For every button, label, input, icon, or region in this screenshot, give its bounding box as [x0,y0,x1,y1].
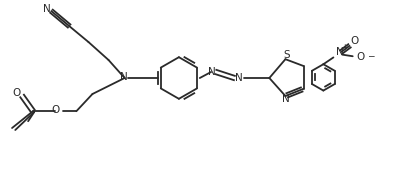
Text: N: N [335,47,342,57]
Text: +: + [340,42,346,52]
Text: O: O [349,36,358,46]
Text: N: N [120,72,128,82]
Text: N: N [43,4,51,14]
Text: N: N [282,94,290,104]
Text: O: O [51,105,59,115]
Text: O: O [356,52,364,62]
Text: S: S [282,50,289,60]
Text: O: O [13,88,21,98]
Text: N: N [207,67,215,77]
Text: −: − [366,51,374,60]
Text: N: N [234,73,242,83]
